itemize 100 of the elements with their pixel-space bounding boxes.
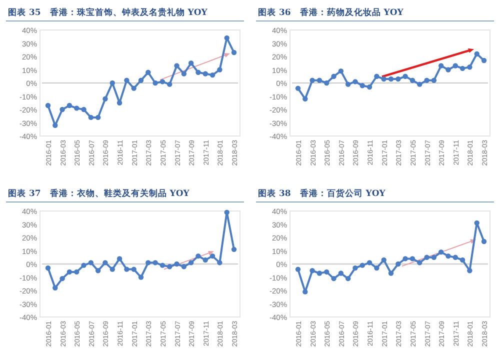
point [310,268,315,274]
point [345,276,351,282]
point [74,269,80,275]
point [352,265,358,271]
point [116,256,122,262]
point [81,262,86,268]
point [438,63,444,68]
point [388,270,394,276]
point [167,82,172,87]
point [60,106,65,112]
point [338,68,344,74]
point [146,70,151,75]
point [45,265,51,271]
point [66,269,72,275]
point [417,260,422,266]
point [210,72,216,78]
point [366,84,372,90]
point [131,86,136,91]
point [66,102,72,108]
point [438,249,444,255]
chart-title: 图表 38 香港：百货公司 YOY [258,188,386,199]
point [188,260,194,266]
point [217,67,222,72]
point [374,265,380,271]
point [174,63,180,68]
point [366,260,372,266]
point [302,289,308,294]
point [102,96,108,102]
point [231,50,237,56]
point [396,261,401,267]
point [181,71,187,76]
point [196,70,201,75]
point [360,262,365,268]
point [446,253,451,259]
point [167,264,172,270]
point [202,71,208,76]
point [152,80,158,86]
point [431,78,437,83]
point [331,276,336,282]
point [202,257,208,263]
point [324,80,330,86]
point [474,220,480,226]
point [131,266,136,272]
point [396,76,401,82]
point [402,256,408,262]
point [295,86,301,91]
point [460,257,466,263]
point [174,261,180,267]
point [124,78,130,83]
point [95,114,101,120]
point [345,82,351,87]
point [88,260,94,266]
point [360,83,365,88]
point [110,80,115,86]
point [324,269,330,275]
point [146,260,151,266]
point [60,276,65,282]
point [196,253,201,259]
point [424,78,430,83]
point [116,100,122,106]
chart-title: 图表 35 香港：珠宝首饰、钟表及名贵礼物 YOY [8,7,208,18]
point [316,78,322,83]
point [310,78,315,83]
point [424,254,430,260]
point [52,122,58,128]
point [181,264,187,270]
point [410,78,416,83]
point [217,260,222,266]
point [124,266,130,272]
point [81,106,86,112]
point [160,79,166,84]
point [338,270,344,276]
point [160,262,166,268]
point [467,268,472,274]
point [452,63,458,68]
point [302,96,308,102]
point [481,58,487,64]
point [102,260,108,266]
point [374,74,380,79]
point [231,246,237,252]
point [74,106,80,111]
chart-title: 图表 37 香港：衣物、鞋类及有关制品 YOY [8,188,190,199]
point [460,66,466,72]
point [224,210,230,215]
point [95,268,101,274]
point [388,76,394,82]
point [138,78,144,83]
point [402,74,408,79]
point [467,64,472,70]
chart-title: 图表 36 香港：药物及化妆品 YOY [258,7,404,18]
point [417,82,422,87]
point [188,60,194,66]
point [316,270,322,276]
point [331,74,336,79]
point [295,266,301,272]
point [45,102,51,108]
point [381,257,386,263]
point [452,254,458,260]
point [481,238,487,244]
point [410,256,416,262]
